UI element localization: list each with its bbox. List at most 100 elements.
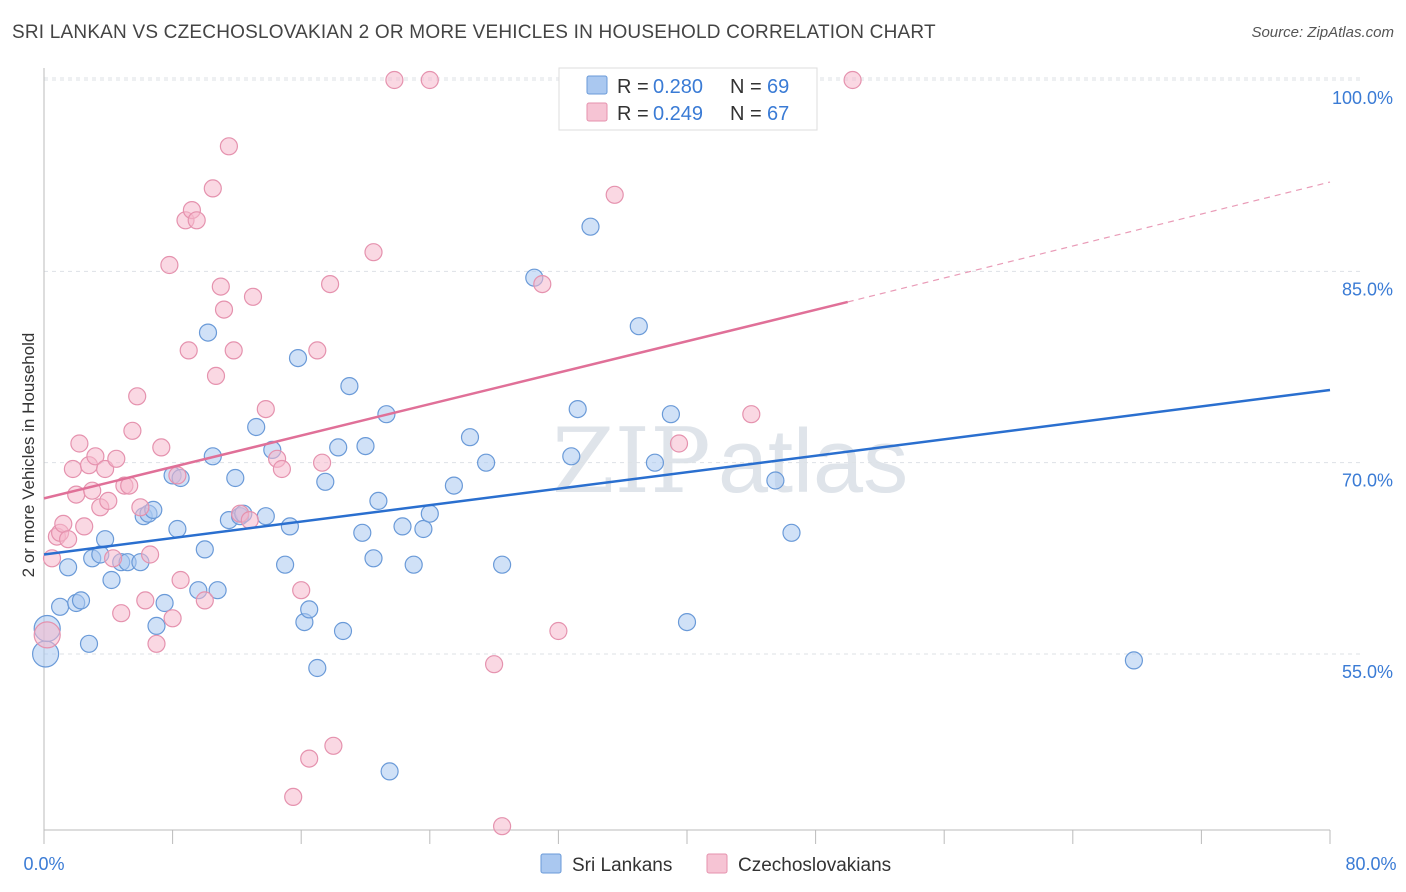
point-czechoslovakians-65 xyxy=(843,70,862,90)
point-sri-lankans-18 xyxy=(155,593,174,613)
point-sri-lankans-53 xyxy=(420,504,439,523)
point-sri-lankans-57 xyxy=(493,555,512,574)
point-czechoslovakians-55 xyxy=(364,243,383,262)
trend-lines xyxy=(43,181,1331,556)
point-sri-lankans-50 xyxy=(393,517,412,536)
point-czechoslovakians-38 xyxy=(206,366,226,385)
point-sri-lankans-38 xyxy=(300,600,319,619)
legend-n-value-blue: 69 xyxy=(767,76,789,98)
trend-line-extension-czechoslovakians xyxy=(847,181,1331,303)
point-czechoslovakians-21 xyxy=(123,421,142,440)
y-tick-label-70: 70.0% xyxy=(1342,471,1393,491)
point-sri-lankans-35 xyxy=(280,517,299,536)
point-sri-lankans-55 xyxy=(460,428,480,447)
point-sri-lankans-43 xyxy=(340,377,359,396)
point-sri-lankans-59 xyxy=(562,447,581,466)
point-czechoslovakians-50 xyxy=(300,749,319,768)
chart-title: SRI LANKAN VS CZECHOSLOVAKIAN 2 OR MORE … xyxy=(12,22,936,43)
bottom-legend-swatch-pink xyxy=(706,853,728,874)
point-sri-lankans-5 xyxy=(71,591,91,610)
legend-r-label-blue: R = xyxy=(617,76,649,98)
point-sri-lankans-66 xyxy=(766,471,785,490)
point-czechoslovakians-40 xyxy=(214,300,234,319)
legend-swatch-blue xyxy=(586,75,608,95)
bottom-legend-label-sri-lankans: Sri Lankans xyxy=(572,855,672,876)
series-sri-lankans xyxy=(31,217,1144,781)
point-sri-lankans-63 xyxy=(645,453,665,472)
point-czechoslovakians-4 xyxy=(54,514,73,534)
point-czechoslovakians-5 xyxy=(58,530,78,549)
point-sri-lankans-6 xyxy=(79,634,99,653)
point-sri-lankans-52 xyxy=(414,519,433,539)
point-sri-lankans-65 xyxy=(677,612,697,632)
point-czechoslovakians-60 xyxy=(533,275,552,294)
point-czechoslovakians-26 xyxy=(147,634,166,653)
y-tick-label-100: 100.0% xyxy=(1332,88,1393,108)
point-sri-lankans-61 xyxy=(581,217,600,236)
legend: R = 0.280 N = 69 R = 0.249 N = 67 xyxy=(558,67,818,131)
point-sri-lankans-2 xyxy=(50,597,70,616)
point-czechoslovakians-57 xyxy=(420,70,439,90)
point-czechoslovakians-23 xyxy=(131,498,150,517)
point-czechoslovakians-17 xyxy=(107,449,126,468)
bottom-legend-swatch-blue xyxy=(540,853,562,874)
point-sri-lankans-51 xyxy=(404,555,423,574)
point-czechoslovakians-62 xyxy=(605,185,624,204)
point-sri-lankans-42 xyxy=(333,621,353,641)
x-tick-label-max: 80.0% xyxy=(1345,854,1396,874)
point-czechoslovakians-0 xyxy=(33,621,61,649)
point-czechoslovakians-61 xyxy=(549,621,568,641)
y-axis-label: 2 or more Vehicles in Household xyxy=(19,333,38,578)
point-sri-lankans-36 xyxy=(288,349,308,368)
point-czechoslovakians-15 xyxy=(99,491,118,510)
point-czechoslovakians-28 xyxy=(160,255,179,275)
point-sri-lankans-45 xyxy=(356,437,375,456)
point-sri-lankans-20 xyxy=(168,519,187,539)
point-sri-lankans-28 xyxy=(226,468,245,488)
legend-r-value-pink: 0.249 xyxy=(653,103,703,125)
gridlines xyxy=(44,77,1360,655)
point-sri-lankans-41 xyxy=(329,438,348,457)
bottom-legend-label-czechoslovakians: Czechoslovakians xyxy=(738,855,891,876)
point-czechoslovakians-52 xyxy=(313,453,332,472)
point-czechoslovakians-41 xyxy=(219,137,238,156)
point-czechoslovakians-45 xyxy=(256,400,275,419)
point-sri-lankans-39 xyxy=(308,658,327,678)
point-czechoslovakians-56 xyxy=(385,70,404,90)
point-czechoslovakians-53 xyxy=(321,275,340,294)
x-tick-label-min: 0.0% xyxy=(23,854,64,874)
point-czechoslovakians-14 xyxy=(95,459,115,479)
point-czechoslovakians-33 xyxy=(179,341,198,360)
point-czechoslovakians-66 xyxy=(240,510,259,530)
point-czechoslovakians-42 xyxy=(224,341,243,360)
point-czechoslovakians-39 xyxy=(211,277,230,296)
point-sri-lankans-67 xyxy=(782,523,801,542)
y-tick-label-55: 55.0% xyxy=(1342,662,1393,682)
point-czechoslovakians-64 xyxy=(742,405,761,424)
point-sri-lankans-10 xyxy=(102,570,121,590)
point-czechoslovakians-9 xyxy=(75,517,94,536)
point-czechoslovakians-35 xyxy=(187,211,206,230)
legend-n-label-blue: N = xyxy=(730,76,762,98)
point-czechoslovakians-6 xyxy=(63,459,83,479)
point-czechoslovakians-31 xyxy=(171,570,190,590)
point-czechoslovakians-36 xyxy=(195,591,214,610)
point-czechoslovakians-22 xyxy=(128,387,147,406)
legend-swatch-pink xyxy=(586,102,608,122)
point-sri-lankans-32 xyxy=(256,507,275,526)
point-czechoslovakians-48 xyxy=(284,787,303,807)
point-sri-lankans-54 xyxy=(444,476,463,495)
y-tick-labels: 55.0% 70.0% 85.0% 100.0% xyxy=(1332,88,1393,682)
source-label: Source: ZipAtlas.com xyxy=(1251,24,1394,41)
point-czechoslovakians-8 xyxy=(70,434,89,453)
point-czechoslovakians-16 xyxy=(103,549,123,568)
legend-r-label-pink: R = xyxy=(617,103,649,125)
point-sri-lankans-47 xyxy=(369,491,388,510)
trend-line-sri-lankans xyxy=(43,388,1331,556)
point-sri-lankans-62 xyxy=(629,317,648,336)
axes xyxy=(43,68,1331,844)
point-sri-lankans-46 xyxy=(364,549,383,568)
point-czechoslovakians-59 xyxy=(493,817,512,836)
point-sri-lankans-68 xyxy=(1124,651,1144,670)
